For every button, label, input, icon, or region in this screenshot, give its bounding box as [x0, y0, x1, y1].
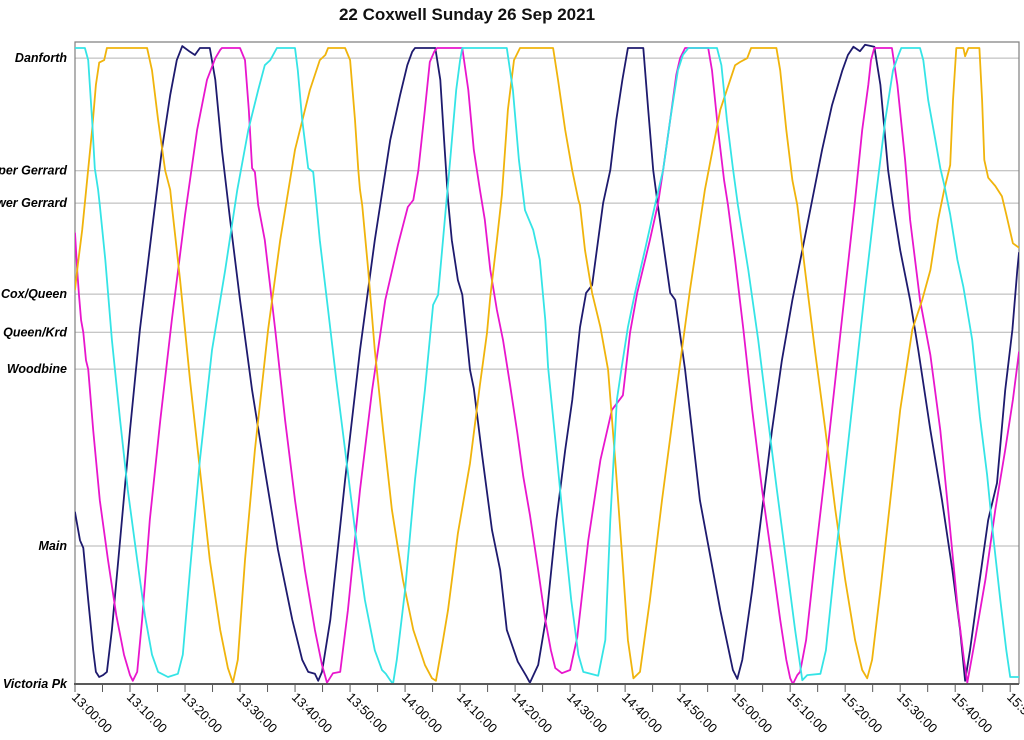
x-tick-label: 13:20:00 — [179, 690, 225, 736]
y-axis-label: Cox/Queen — [1, 287, 67, 301]
y-axis-label: Upper Gerrard — [0, 164, 67, 178]
x-tick-label: 14:10:00 — [454, 690, 500, 736]
x-tick-label: 15:50:00 — [1004, 690, 1024, 736]
y-axis-label: Lower Gerrard — [0, 196, 67, 210]
x-tick-label: 13:00:00 — [69, 690, 115, 736]
x-tick-label: 14:50:00 — [674, 690, 720, 736]
x-tick-label: 14:00:00 — [399, 690, 445, 736]
x-tick-label: 15:10:00 — [784, 690, 830, 736]
y-axis-label: Main — [39, 539, 68, 553]
x-tick-label: 15:00:00 — [729, 690, 775, 736]
x-tick-label: 14:40:00 — [619, 690, 665, 736]
y-axis-label: Queen/Krd — [3, 325, 67, 339]
chart-title: 22 Coxwell Sunday 26 Sep 2021 — [338, 5, 596, 24]
x-tick-label: 13:10:00 — [124, 690, 170, 736]
x-tick-label: 15:30:00 — [894, 690, 940, 736]
y-axis-label: Danforth — [15, 51, 67, 65]
x-tick-label: 15:40:00 — [949, 690, 995, 736]
series-line-bus-magenta — [75, 47, 1019, 684]
series-line-bus-orange — [75, 47, 1019, 684]
x-tick-label: 13:50:00 — [344, 690, 390, 736]
series-line-bus-navy — [75, 43, 1019, 684]
x-tick-label: 13:30:00 — [234, 690, 280, 736]
x-tick-label: 15:20:00 — [839, 690, 885, 736]
y-axis-label: Woodbine — [7, 362, 67, 376]
x-tick-label: 14:30:00 — [564, 690, 610, 736]
series-line-bus-cyan — [75, 47, 1019, 684]
x-tick-label: 14:20:00 — [509, 690, 555, 736]
y-axis-label: Victoria Pk — [3, 677, 68, 691]
plot-border — [74, 41, 1020, 684]
x-tick-label: 13:40:00 — [289, 690, 335, 736]
